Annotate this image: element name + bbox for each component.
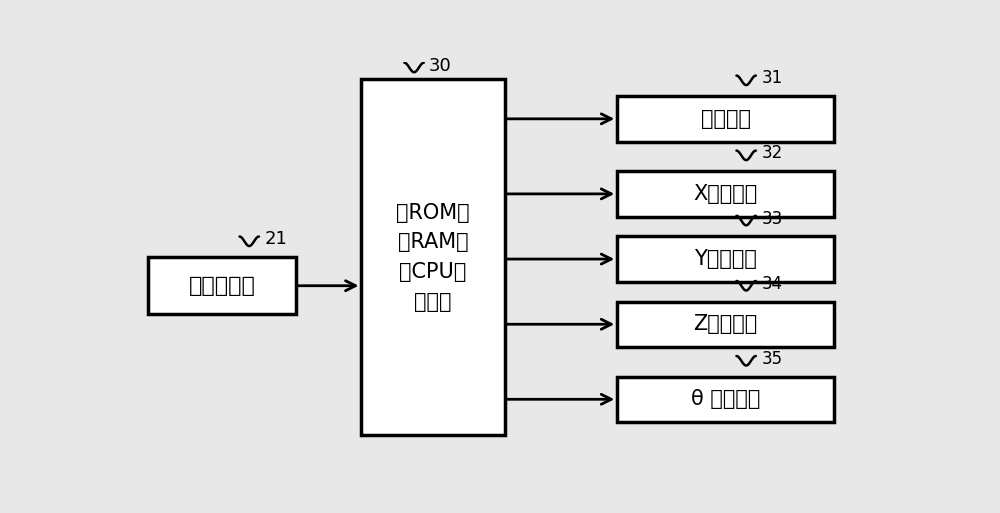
Text: θ 轴电动机: θ 轴电动机 <box>691 389 760 409</box>
Text: 35: 35 <box>761 350 782 368</box>
Text: 真空机构: 真空机构 <box>701 109 751 129</box>
FancyBboxPatch shape <box>617 171 834 216</box>
Text: 32: 32 <box>761 144 783 163</box>
Text: 30: 30 <box>429 56 452 74</box>
FancyBboxPatch shape <box>361 80 505 435</box>
Text: Z轴电动机: Z轴电动机 <box>694 314 758 334</box>
Text: 识别照相机: 识别照相机 <box>188 275 255 295</box>
Text: 控制器: 控制器 <box>414 291 452 311</box>
Text: Y轴电动机: Y轴电动机 <box>694 249 757 269</box>
Text: X轴电动机: X轴电动机 <box>694 184 758 204</box>
FancyBboxPatch shape <box>617 236 834 282</box>
Text: 21: 21 <box>264 230 287 248</box>
Text: 34: 34 <box>761 275 782 293</box>
FancyBboxPatch shape <box>617 96 834 142</box>
Text: （ROM）: （ROM） <box>396 203 470 223</box>
Text: （CPU）: （CPU） <box>399 262 467 282</box>
FancyBboxPatch shape <box>617 377 834 422</box>
Text: 33: 33 <box>761 210 783 228</box>
FancyBboxPatch shape <box>617 302 834 347</box>
Text: 31: 31 <box>761 69 783 87</box>
Text: （RAM）: （RAM） <box>398 232 468 252</box>
FancyBboxPatch shape <box>148 257 296 314</box>
